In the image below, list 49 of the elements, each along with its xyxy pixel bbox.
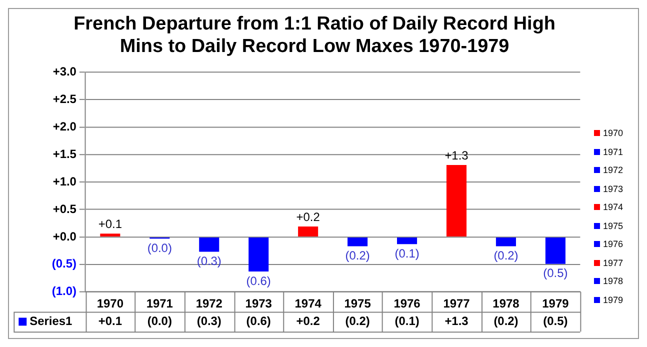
category-label: 1978 [603, 276, 624, 286]
category-label: 1971 [603, 146, 624, 156]
y-tick-label: +1.0 [52, 174, 77, 188]
y-tick-label: +0.0 [52, 229, 77, 244]
data-label: +0.1 [98, 314, 122, 328]
y-tick-label: +2.5 [52, 92, 77, 106]
data-label: (0.2) [345, 314, 370, 328]
x-tick-label: 1976 [394, 296, 421, 310]
category-label: 1975 [603, 220, 624, 230]
category-label: 1974 [603, 202, 624, 212]
text: (0.1) [394, 246, 420, 260]
x-tick-label: 1973 [245, 296, 272, 310]
y-tick-label: +1.5 [52, 146, 77, 161]
text: (0.2) [345, 248, 370, 263]
x-tick-label: 1975 [344, 296, 372, 310]
x-tick-label: 1972 [196, 296, 223, 310]
data-label: (0.3) [196, 314, 222, 328]
data-label: +0.2 [296, 314, 320, 328]
data-label: (0.6) [246, 314, 271, 328]
x-tick-label: 1978 [492, 296, 520, 310]
category-label: 1970 [603, 128, 624, 138]
y-tick-label: +3.0 [52, 64, 77, 79]
x-tick-label: 1974 [294, 296, 322, 310]
text: +0.1 [98, 217, 122, 232]
data-label: (0.1) [394, 314, 420, 328]
data-label: (0.0) [147, 314, 172, 328]
category-label: 1972 [603, 165, 624, 175]
x-tick-label: 1970 [96, 296, 124, 310]
text: (0.0) [147, 240, 172, 255]
text: +1.3 [444, 148, 468, 162]
text: (0.2) [494, 248, 518, 263]
data-label: (0.5) [543, 314, 568, 328]
chart-title: French Departure from 1:1 Ratio of Daily Record High Mins to Daily Record Low Maxes 1970-1979 [74, 14, 556, 58]
x-tick-label: 1979 [542, 296, 570, 310]
text: (0.5) [543, 266, 568, 280]
y-tick-label: +0.5 [52, 202, 77, 216]
y-tick-label: (0.5) [52, 256, 76, 271]
legend-label: Series1 [30, 314, 73, 328]
y-tick-label: (1.0) [52, 284, 76, 298]
x-tick-label: 1971 [146, 296, 174, 310]
text: +0.2 [296, 210, 320, 224]
category-label: 1973 [603, 184, 624, 194]
data-label: +1.3 [444, 314, 469, 328]
y-tick-label: +2.0 [52, 119, 77, 134]
category-label: 1977 [603, 258, 624, 268]
x-tick-label: 1977 [443, 296, 470, 310]
data-label: (0.2) [494, 314, 518, 328]
category-label: 1976 [603, 239, 624, 249]
text: (0.6) [246, 274, 271, 288]
